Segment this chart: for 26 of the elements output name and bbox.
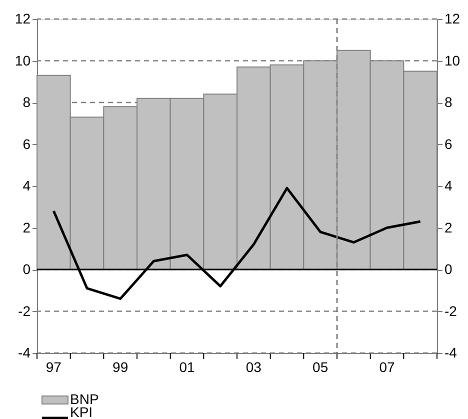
y-tick-label: 12 bbox=[14, 10, 31, 26]
y2-tick-label: -2 bbox=[444, 302, 458, 319]
x-tick-label: 05 bbox=[312, 359, 328, 375]
y2-tick-label: -4 bbox=[444, 344, 458, 360]
y-tick-label: -4 bbox=[18, 344, 31, 360]
y-tick-label: -2 bbox=[18, 302, 31, 319]
y2-tick-label: 2 bbox=[444, 219, 452, 236]
y-tick-label: 0 bbox=[22, 261, 31, 277]
y2-tick-label: 12 bbox=[444, 10, 460, 26]
legend-label: BNP bbox=[70, 391, 99, 407]
x-tick-label: 97 bbox=[46, 359, 62, 375]
y-tick-label: 2 bbox=[22, 219, 31, 236]
y2-tick-label: 6 bbox=[444, 136, 452, 152]
y-tick-label: 6 bbox=[22, 136, 31, 152]
x-tick-label: 99 bbox=[112, 359, 128, 375]
y-tick-label: 8 bbox=[22, 94, 31, 110]
y2-tick-label: 0 bbox=[444, 261, 452, 277]
y2-tick-label: 10 bbox=[444, 52, 460, 68]
x-tick-label: 01 bbox=[179, 359, 195, 375]
y-tick-label: 4 bbox=[22, 178, 31, 194]
y2-tick-label: 8 bbox=[444, 94, 452, 110]
y-tick-label: 10 bbox=[14, 52, 31, 68]
x-tick-label: 07 bbox=[379, 359, 395, 375]
y2-tick-label: 4 bbox=[444, 178, 452, 194]
x-tick-label: 03 bbox=[246, 359, 262, 375]
legend-label: KPI bbox=[70, 404, 93, 419]
